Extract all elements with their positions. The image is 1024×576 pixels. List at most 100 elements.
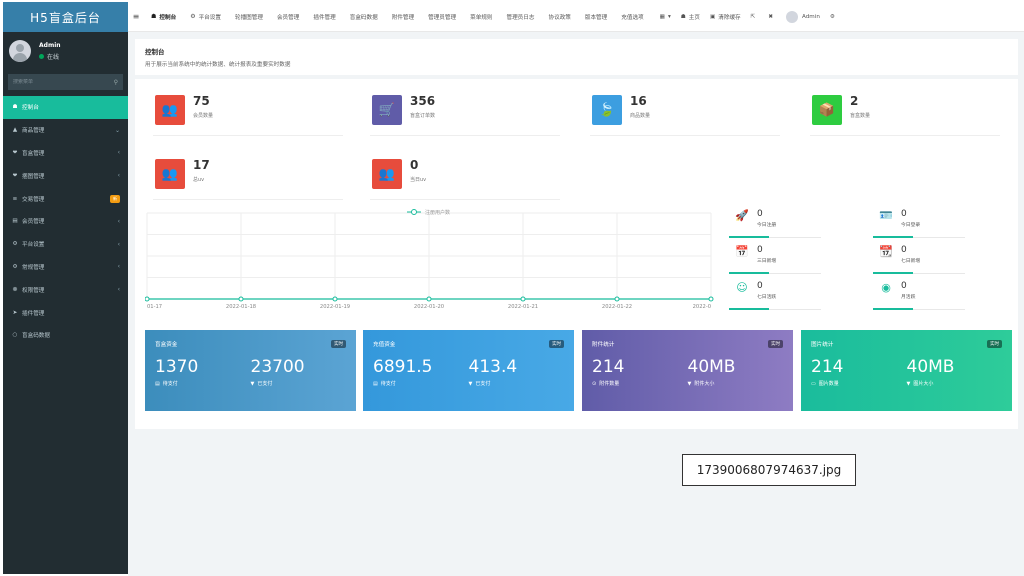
tab-9[interactable]: 管理员日志 — [499, 2, 541, 32]
navbar-action-icon: ⚙ — [829, 13, 835, 20]
card-label: 已支付 — [257, 381, 273, 387]
card-label: 图片数量 — [818, 381, 839, 387]
tab-label: 充值选项 — [621, 14, 644, 21]
tab-11[interactable]: 版本管理 — [578, 2, 614, 32]
tab-10[interactable]: 协议政策 — [541, 2, 577, 32]
stat-value: 16 — [630, 94, 647, 108]
realtime-badge: 实时 — [768, 340, 783, 348]
menu-item-icon: ☗ — [12, 104, 18, 111]
mini-stat-accent — [873, 308, 913, 310]
search-input[interactable] — [13, 79, 93, 85]
page-title: 控制台 — [145, 48, 165, 56]
navbar-action-icon: ⇱ — [750, 13, 756, 20]
menu-item-icon: ☸ — [12, 286, 18, 293]
stat-value: 75 — [193, 94, 210, 108]
navbar-action-5[interactable]: Admin — [781, 10, 825, 23]
mini-stat-divider — [873, 273, 965, 274]
dashboard-panel: 注册用户数 01-17 2022-01-18 2022-01-19 2022-01-20… — [135, 79, 1018, 429]
sidebar-item-label: 会员管理 — [22, 219, 45, 226]
mini-stat-label: 月活跃 — [901, 295, 916, 300]
tab-8[interactable]: 菜单规则 — [463, 2, 499, 32]
tab-0[interactable]: ☗ 控制台 — [144, 2, 183, 32]
tab-1[interactable]: ⚙ 平台设置 — [183, 2, 228, 32]
tab-5[interactable]: 盲盒码数据 — [343, 2, 385, 32]
mini-stat-accent — [873, 272, 913, 274]
chevron-icon: ‹ — [117, 149, 120, 157]
sidebar-item-2[interactable]: ❤ 盲盒管理 ‹ — [3, 142, 128, 165]
chart-point — [145, 296, 150, 302]
sidebar-item-1[interactable]: ▲ 商品管理 ⌄ — [3, 119, 128, 142]
sidebar-item-10[interactable]: ○ 盲盒码数据 — [3, 324, 128, 347]
sidebar-item-label: 盲盒管理 — [22, 150, 45, 157]
menu-item-icon: ▲ — [12, 127, 18, 134]
stat-card: 👥 0 当日uv — [372, 159, 426, 189]
stat-divider — [153, 199, 343, 200]
mini-stat-label: 七日活跃 — [757, 295, 777, 300]
chart-x-tick-label: 2022-01-19 — [320, 304, 350, 310]
chevron-icon: ‹ — [117, 286, 120, 294]
navbar-action-4[interactable]: ✖ — [763, 14, 781, 20]
sidebar-item-3[interactable]: ❤ 捆图管理 ‹ — [3, 164, 128, 187]
search-icon[interactable]: ⚲ — [113, 78, 118, 86]
sidebar-item-label: 商品管理 — [22, 128, 45, 135]
legend-marker — [411, 209, 417, 215]
tab-3[interactable]: 会员管理 — [270, 2, 306, 32]
tab-label: 协议政策 — [548, 14, 571, 21]
chevron-icon: ⌄ — [114, 126, 120, 134]
sidebar-item-label: 盲盒码数据 — [22, 333, 50, 340]
navbar-action-label: 清除缓存 — [718, 14, 741, 21]
mini-stat-value: 0 — [757, 281, 763, 291]
avatar[interactable] — [9, 40, 31, 62]
card-title: 图片统计 — [811, 342, 834, 348]
tab-4[interactable]: 插件管理 — [306, 2, 342, 32]
navbar-action-2[interactable]: ▣ 清除缓存 — [705, 13, 746, 21]
tab-7[interactable]: 管理员管理 — [421, 2, 463, 32]
sidebar-item-9[interactable]: ➤ 插件管理 — [3, 301, 128, 324]
sidebar-item-6[interactable]: ⚙ 平台设置 ‹ — [3, 233, 128, 256]
tab-label: 菜单规则 — [470, 14, 493, 21]
mini-stat-accent — [729, 272, 769, 274]
card-label-icon: ▼ — [468, 380, 473, 387]
realtime-badge: 实时 — [549, 340, 564, 348]
mini-stat-label: 今日注册 — [757, 223, 777, 228]
chevron-icon: ‹ — [117, 240, 120, 248]
navbar-action-icon: ✖ — [768, 13, 774, 20]
summary-card: 图片统计 实时 214 ▭ 图片数量 40MB ▼ 图片大小 — [801, 330, 1012, 411]
chart-x-tick-label: 2022-01-20 — [414, 304, 444, 310]
card-label: 附件大小 — [694, 381, 715, 387]
tab-12[interactable]: 充值选项 — [614, 2, 650, 32]
navbar-action-0[interactable]: ▦ ▾ — [655, 14, 676, 20]
mini-stat-label: 今日登录 — [901, 223, 921, 228]
navbar-action-label: ▾ — [667, 13, 671, 20]
sidebar-item-8[interactable]: ☸ 权限管理 ‹ — [3, 278, 128, 301]
user-status-label: 在线 — [47, 53, 60, 61]
menu-toggle-icon[interactable]: ≡ — [132, 12, 140, 21]
sidebar-item-0[interactable]: ☗ 控制台 — [3, 96, 128, 119]
tab-6[interactable]: 附件管理 — [385, 2, 421, 32]
tab-2[interactable]: 轮播图管理 — [228, 2, 270, 32]
navbar-action-3[interactable]: ⇱ — [746, 14, 764, 20]
card-label-icon: ▭ — [811, 380, 816, 387]
tab-icon: ☗ — [151, 13, 157, 20]
page-header: 控制台 用于展示当前系统中的统计数据、统计报表及重要实时数据 — [135, 39, 1018, 75]
sidebar-item-5[interactable]: ▤ 会员管理 ‹ — [3, 210, 128, 233]
navbar-action-6[interactable]: ⚙ — [825, 14, 843, 20]
card-title: 盲盒资金 — [155, 342, 178, 348]
stat-icon: 🍃 — [592, 95, 622, 125]
chart-point — [426, 296, 432, 302]
sidebar-item-7[interactable]: ⚙ 常规管理 ‹ — [3, 256, 128, 279]
card-label: 附件数量 — [599, 381, 620, 387]
stat-value: 17 — [193, 158, 210, 172]
stat-card: 🛒 356 盲盒订单数 — [372, 95, 435, 125]
sidebar-item-label: 插件管理 — [22, 310, 45, 317]
navbar-action-label: Admin — [802, 13, 820, 20]
app-logo[interactable]: H5盲盒后台 — [3, 2, 128, 32]
chart-legend: 注册用户数 — [425, 209, 450, 216]
stat-card: 🍃 16 商品数量 — [592, 95, 650, 125]
navbar-action-1[interactable]: ☗ 主页 — [676, 13, 705, 21]
mini-stat: 🪪 0 今日登录 — [877, 209, 920, 228]
sidebar-item-label: 常规管理 — [22, 264, 45, 271]
sidebar-item-4[interactable]: ≡ 交易管理 新 — [3, 187, 128, 210]
menu-item-icon: ⚙ — [12, 241, 18, 248]
new-badge: 新 — [110, 194, 120, 203]
